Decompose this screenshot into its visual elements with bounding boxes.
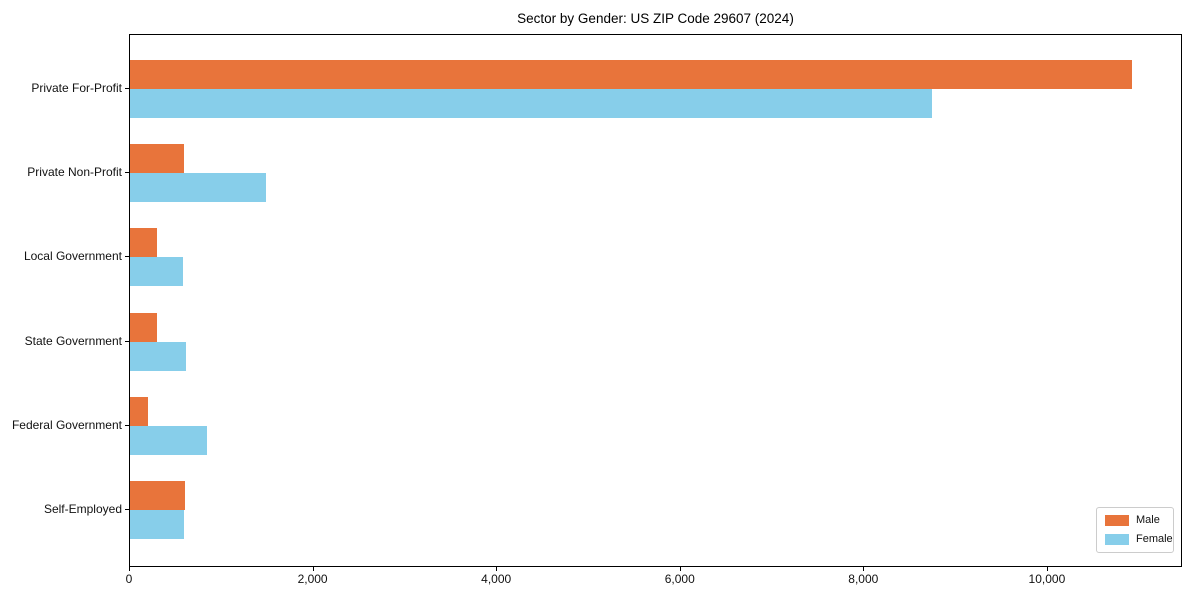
y-tick-mark [125, 88, 129, 89]
y-tick-label: Private Non-Profit [27, 165, 122, 180]
x-tick-mark [1046, 567, 1048, 571]
y-tick-mark [125, 424, 129, 426]
y-tick-mark [125, 172, 129, 174]
bar-male-2 [130, 228, 157, 258]
y-tick-mark [125, 256, 129, 258]
legend-item-male: Male [1105, 514, 1165, 527]
x-tick-label: 2,000 [297, 572, 328, 586]
legend-swatch-male [1105, 515, 1129, 526]
y-tick-mark [125, 340, 129, 342]
bar-female-2 [130, 257, 183, 287]
y-tick-label: Self-Employed [43, 502, 122, 516]
legend-swatch-female [1105, 534, 1129, 545]
x-tick-label: 10,000 [1028, 572, 1066, 586]
y-tick-mark [125, 509, 129, 510]
y-tick-label: Local Government [23, 249, 122, 264]
bar-female-0 [130, 89, 932, 118]
x-tick-label: 4,000 [481, 572, 512, 586]
legend-label-male: Male [1136, 514, 1160, 526]
legend-item-female: Female [1105, 533, 1173, 546]
y-tick-label: Federal Government [11, 417, 122, 432]
bar-male-0 [130, 60, 1132, 89]
bar-male-4 [130, 396, 148, 426]
bar-female-5 [130, 510, 184, 539]
y-tick-label: Private For-Profit [31, 81, 122, 95]
x-tick-mark [312, 567, 314, 571]
x-tick-mark [679, 567, 681, 571]
chart-title: Sector by Gender: US ZIP Code 29607 (202… [517, 11, 794, 26]
x-tick-mark [863, 567, 865, 571]
bar-female-3 [130, 341, 186, 371]
plot-area [129, 34, 1182, 567]
bar-male-3 [130, 312, 157, 342]
legend: Male Female [1096, 507, 1174, 553]
y-tick-label: State Government [24, 333, 122, 348]
bar-male-5 [130, 481, 185, 510]
x-tick-mark [129, 567, 130, 571]
legend-label-female: Female [1136, 533, 1173, 545]
bar-female-1 [130, 173, 266, 203]
x-tick-label: 0 [125, 572, 133, 586]
bar-female-4 [130, 425, 207, 455]
x-tick-label: 8,000 [848, 572, 879, 586]
x-tick-label: 6,000 [664, 572, 695, 586]
bar-male-1 [130, 144, 184, 174]
x-tick-mark [496, 567, 498, 571]
